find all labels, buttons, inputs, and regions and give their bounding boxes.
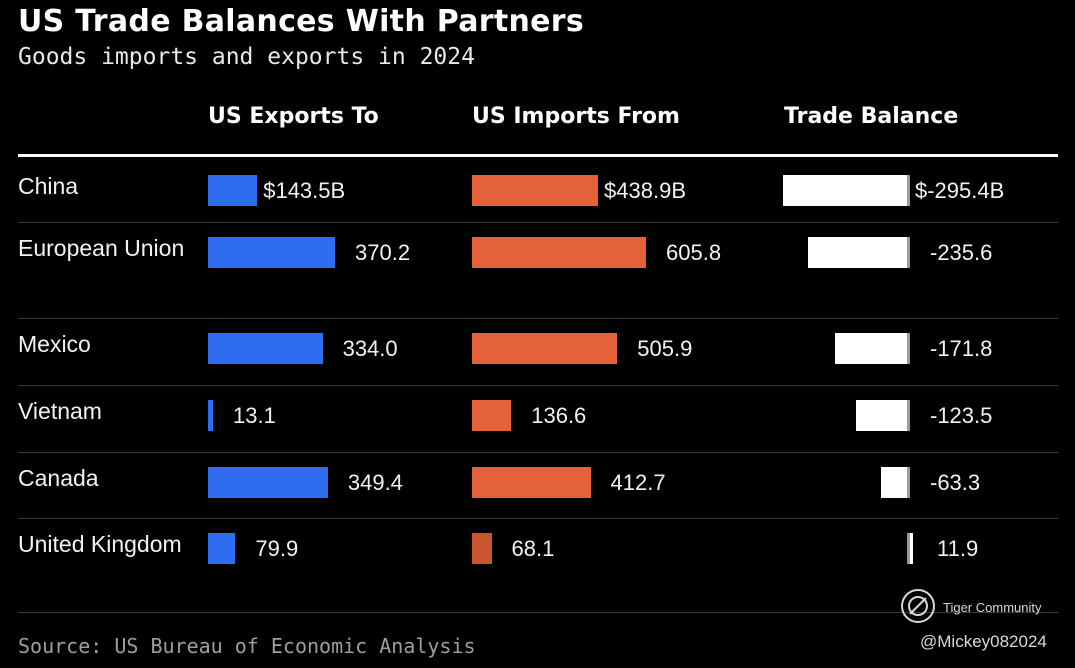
country-label: Canada	[18, 465, 99, 491]
exports-value: 370.2	[355, 240, 411, 265]
imports-value: 136.6	[531, 403, 587, 428]
exports-bar	[208, 237, 335, 268]
balance-bar	[783, 175, 908, 206]
country-label: Mexico	[18, 331, 91, 357]
row-divider	[18, 318, 1058, 319]
source-note: Source: US Bureau of Economic Analysis	[18, 634, 476, 658]
imports-bar	[472, 467, 591, 498]
imports-bar	[472, 533, 492, 564]
balance-value: -123.5	[930, 403, 993, 428]
header-divider	[18, 154, 1058, 157]
balance-value: -63.3	[930, 470, 981, 495]
balance-bar	[835, 333, 908, 364]
balance-zero-line	[907, 400, 910, 431]
chart-subtitle: Goods imports and exports in 2024	[18, 44, 475, 70]
exports-value: 13.1	[233, 403, 276, 428]
exports-value: 334.0	[342, 336, 398, 361]
imports-bar	[472, 333, 618, 364]
imports-value: 68.1	[511, 536, 555, 561]
balance-value: 11.9	[937, 536, 979, 561]
column-header-balance: Trade Balance	[784, 104, 959, 129]
balance-value: -235.6	[930, 240, 993, 265]
country-label: China	[18, 173, 79, 199]
exports-value: $143.5B	[263, 178, 346, 203]
balance-zero-line	[907, 467, 910, 498]
imports-value: 412.7	[610, 470, 666, 495]
column-header-imports: US Imports From	[472, 104, 680, 129]
balance-bar	[855, 400, 908, 431]
row-divider	[18, 222, 1058, 223]
column-header-exports: US Exports To	[208, 104, 379, 129]
balance-bar	[908, 533, 914, 564]
exports-value: 349.4	[347, 470, 403, 495]
exports-bar	[208, 175, 258, 206]
imports-value: $438.9B	[604, 178, 687, 203]
watermark-community: Tiger Community	[943, 600, 1042, 615]
row-divider	[18, 518, 1058, 519]
tiger-community-logo-icon	[901, 589, 935, 623]
country-label: Vietnam	[18, 398, 102, 424]
balance-zero-line	[907, 175, 910, 206]
exports-value: 79.9	[255, 536, 299, 561]
row-divider	[18, 452, 1058, 453]
balance-value: -171.8	[930, 336, 993, 361]
imports-value: 605.8	[666, 240, 722, 265]
balance-bar	[881, 467, 908, 498]
balance-zero-line	[907, 333, 910, 364]
imports-bar	[472, 175, 599, 206]
country-label: European Union	[18, 235, 185, 261]
row-divider	[18, 385, 1058, 386]
imports-value: 505.9	[637, 336, 693, 361]
balance-value: $-295.4B	[915, 178, 1005, 203]
balance-zero-line	[907, 237, 910, 268]
watermark-user: @Mickey082024	[920, 632, 1047, 651]
row-divider	[18, 612, 1058, 613]
country-label: United Kingdom	[18, 531, 182, 557]
chart-title: US Trade Balances With Partners	[18, 4, 585, 39]
balance-bar	[808, 237, 908, 268]
exports-bar	[208, 333, 323, 364]
imports-bar	[472, 400, 512, 431]
balance-zero-line	[907, 533, 910, 564]
exports-bar	[208, 533, 236, 564]
exports-bar	[208, 467, 328, 498]
imports-bar	[472, 237, 646, 268]
exports-bar	[208, 400, 213, 431]
